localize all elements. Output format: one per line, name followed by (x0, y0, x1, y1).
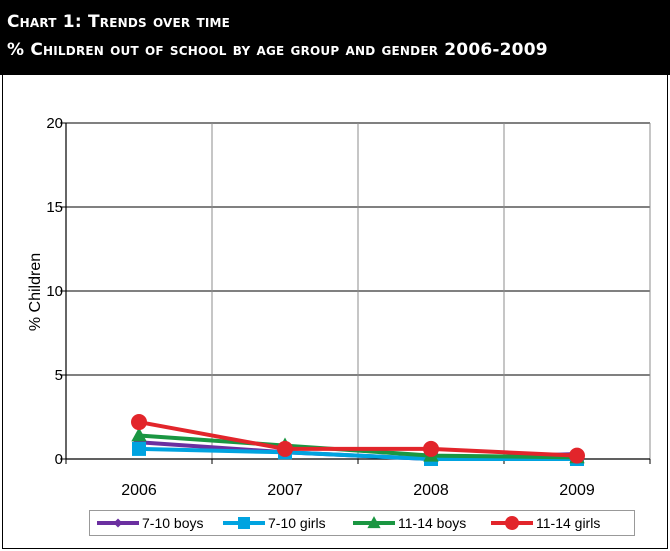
triangle-icon (353, 516, 395, 529)
diamond-icon (97, 518, 139, 528)
x-tick-label: 2006 (121, 482, 157, 499)
chart-subtitle: % Children out of school by age group an… (7, 40, 548, 60)
chart-frame (2, 75, 668, 549)
line-chart: 0 5 10 15 20 2006 2007 2008 2009 % Children (27, 115, 651, 499)
data-point (131, 427, 147, 442)
axes (60, 122, 651, 464)
chart-number-title: Chart 1: Trends over time (7, 12, 231, 32)
circle-icon (491, 516, 533, 530)
chart-legend: 7-10 boys 7-10 girls 11-14 boys 11-14 girls (89, 510, 635, 536)
square-icon (223, 517, 265, 529)
data-point (132, 441, 146, 456)
x-tick-label: 2009 (559, 482, 595, 499)
x-tick-label: 2007 (267, 482, 303, 499)
y-axis-label: % Children (27, 253, 44, 331)
chart-header: Chart 1: Trends over time % Children out… (0, 0, 670, 75)
x-tick-label: 2008 (413, 482, 449, 499)
y-tick-label: 5 (55, 367, 63, 384)
series-11-14-girls (131, 414, 585, 464)
data-point (423, 440, 439, 457)
series-line (138, 420, 578, 458)
series-lines (131, 414, 585, 466)
legend-label: 7-10 boys (142, 515, 204, 531)
y-tick-label: 0 (55, 451, 63, 468)
data-point (277, 440, 293, 457)
tick-labels: 0 5 10 15 20 2006 2007 2008 2009 (46, 115, 595, 499)
y-tick-label: 10 (46, 283, 63, 300)
y-tick-label: 20 (46, 115, 63, 132)
data-point (569, 447, 585, 464)
y-tick-label: 15 (46, 199, 63, 216)
legend-label: 7-10 girls (268, 515, 326, 531)
data-point (131, 414, 147, 431)
gridlines (66, 122, 651, 459)
series-line (138, 446, 577, 461)
legend-label: 11-14 boys (398, 515, 467, 531)
legend-label: 11-14 girls (536, 515, 601, 531)
